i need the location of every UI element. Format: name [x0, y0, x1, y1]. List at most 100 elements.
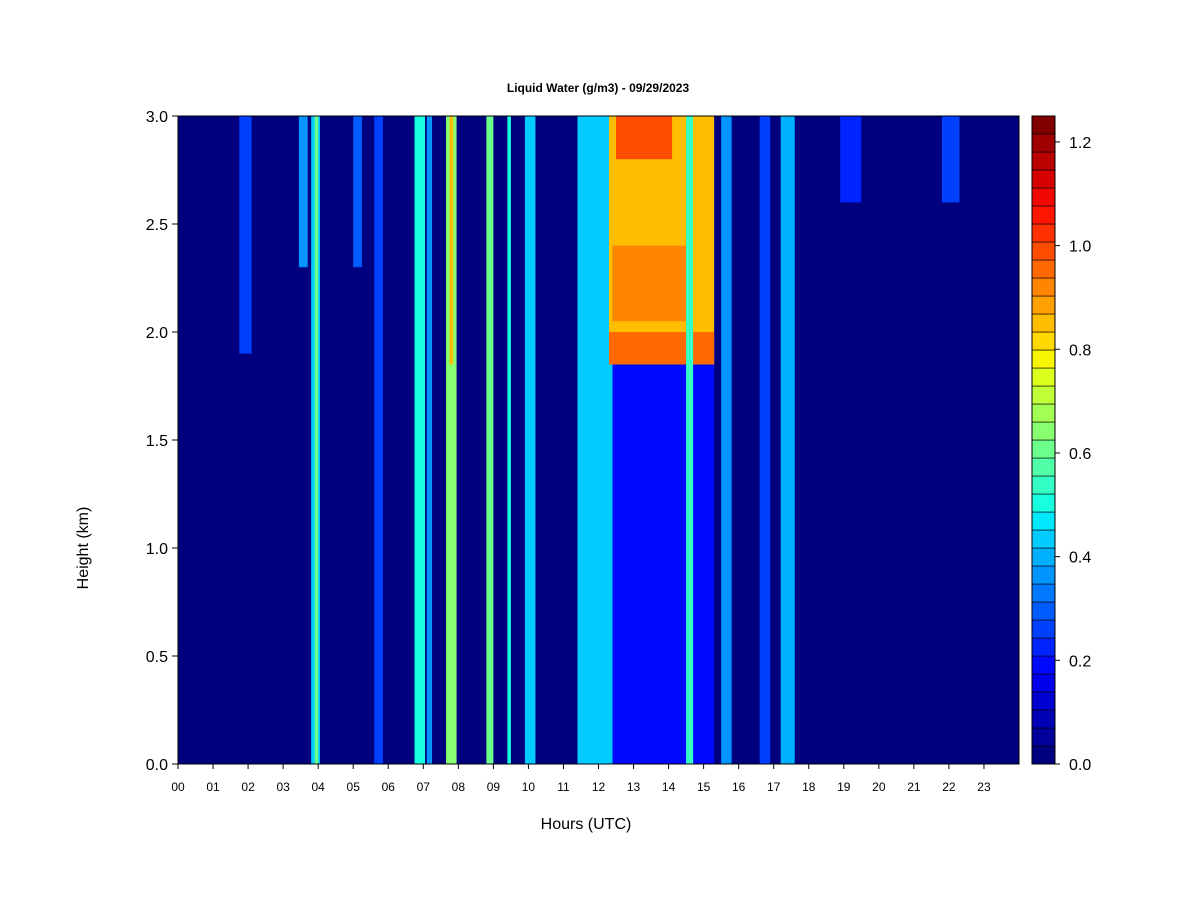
colorbar-tick-label: 0.2: [1069, 653, 1091, 670]
colorbar-swatch: [1031, 601, 1056, 621]
x-tick-label: 09: [487, 780, 501, 794]
colorbar-swatch: [1031, 727, 1056, 747]
heatmap-cell: [759, 116, 771, 764]
colorbar-tick-label: 0.8: [1069, 342, 1091, 359]
heatmap-cell: [446, 116, 457, 764]
heatmap-cell: [941, 116, 960, 203]
x-axis-label: Hours (UTC): [541, 816, 632, 833]
colorbar-swatch: [1031, 565, 1056, 585]
x-tick-label: 16: [732, 780, 746, 794]
x-tick-label: 07: [417, 780, 431, 794]
x-tick-label: 14: [662, 780, 676, 794]
heatmap-cell: [524, 116, 536, 764]
colorbar-tick-label: 0.0: [1069, 757, 1091, 774]
x-tick-label: 21: [907, 780, 921, 794]
colorbar-swatch: [1031, 223, 1056, 243]
x-tick-label: 10: [522, 780, 536, 794]
colorbar-frame: [1031, 115, 1056, 765]
colorbar-swatch: [1031, 385, 1056, 405]
heatmap-cell: [609, 332, 715, 365]
x-tick-label: 22: [942, 780, 956, 794]
heatmap-cell: [612, 245, 687, 322]
colorbar-swatch: [1031, 673, 1056, 693]
colorbar-tick-label: 0.4: [1069, 550, 1091, 567]
colorbar-tick-label: 1.2: [1069, 135, 1091, 152]
y-tick-label: 0.0: [146, 757, 168, 774]
y-tick-label: 0.5: [146, 649, 168, 666]
y-tick-label: 2.0: [146, 325, 168, 342]
colorbar-swatch: [1031, 457, 1056, 477]
heatmap-cell: [353, 116, 362, 268]
colorbar-swatch: [1031, 241, 1056, 261]
x-tick-label: 03: [276, 780, 290, 794]
heatmap-cell: [426, 116, 433, 764]
colorbar-swatch: [1031, 493, 1056, 513]
colorbar-swatch: [1031, 151, 1056, 171]
heatmap-cell: [686, 116, 694, 764]
heatmap-cell: [414, 116, 426, 764]
colorbar-swatch: [1031, 511, 1056, 531]
colorbar-swatch: [1031, 331, 1056, 351]
colorbar-swatch: [1031, 637, 1056, 657]
colorbar-swatch: [1031, 529, 1056, 549]
heatmap-cell: [374, 116, 383, 764]
colorbar-swatch: [1031, 709, 1056, 729]
y-tick-label: 3.0: [146, 109, 168, 126]
x-tick-label: 15: [697, 780, 711, 794]
heatmap-cell: [314, 116, 319, 764]
x-tick-label: 00: [171, 780, 185, 794]
heatmap-cell: [616, 116, 673, 160]
colorbar-swatch: [1031, 259, 1056, 279]
x-tick-label: 20: [872, 780, 886, 794]
x-axis: 00 01 02 03 04 05 06 07 08 09 10 11 12 13 14 15 16 17 18 19…: [171, 764, 991, 794]
heatmap-cell: [780, 116, 795, 764]
x-tick-label: 17: [767, 780, 781, 794]
colorbar-swatch: [1031, 295, 1056, 315]
heatmap-plot-area: [178, 116, 1019, 764]
heatmap-cell: [486, 116, 494, 764]
colorbar-swatch: [1031, 313, 1056, 333]
colorbar-swatch: [1031, 583, 1056, 603]
colorbar-swatch: [1031, 619, 1056, 639]
colorbar-swatch: [1031, 187, 1056, 207]
x-tick-label: 12: [592, 780, 606, 794]
colorbar-tick-label: 0.6: [1069, 446, 1091, 463]
x-tick-label: 02: [241, 780, 255, 794]
x-tick-label: 13: [627, 780, 641, 794]
heatmap-cell: [239, 116, 252, 354]
y-axis: 0.0 0.5 1.0 1.5 2.0 2.5 3.0: [146, 109, 178, 774]
y-tick-label: 1.5: [146, 433, 168, 450]
colorbar-swatch: [1031, 691, 1056, 711]
heatmap-cell: [721, 116, 732, 764]
colorbar-swatch: [1031, 439, 1056, 459]
colorbar-swatch: [1031, 547, 1056, 567]
y-tick-label: 2.5: [146, 217, 168, 234]
x-tick-label: 05: [347, 780, 361, 794]
x-tick-label: 19: [837, 780, 851, 794]
heatmap-cell: [577, 116, 613, 764]
heatmap-cell: [298, 116, 308, 268]
colorbar-swatch: [1031, 115, 1056, 135]
colorbar-swatch: [1031, 475, 1056, 495]
x-tick-label: 23: [977, 780, 991, 794]
heatmap-cell: [840, 116, 862, 203]
chart-title: Liquid Water (g/m3) - 09/29/2023: [507, 81, 690, 95]
colorbar-swatch: [1031, 367, 1056, 387]
x-tick-label: 18: [802, 780, 816, 794]
colorbar-swatch: [1031, 403, 1056, 423]
heatmap-cell: [449, 116, 454, 365]
x-tick-label: 06: [382, 780, 396, 794]
colorbar-swatch: [1031, 169, 1056, 189]
y-axis-label: Height (km): [75, 507, 92, 590]
colorbar-swatch: [1031, 205, 1056, 225]
colorbar-swatch: [1031, 349, 1056, 369]
x-tick-label: 01: [206, 780, 220, 794]
heatmap-cell: [507, 116, 511, 764]
colorbar-tick-label: 1.0: [1069, 239, 1091, 256]
x-tick-label: 04: [311, 780, 325, 794]
colorbar-swatch: [1031, 421, 1056, 441]
colorbar-swatch: [1031, 133, 1056, 153]
colorbar: 0.0 0.2 0.4 0.6 0.8 1.0 1.2: [1031, 115, 1091, 774]
x-tick-label: 11: [557, 780, 570, 794]
